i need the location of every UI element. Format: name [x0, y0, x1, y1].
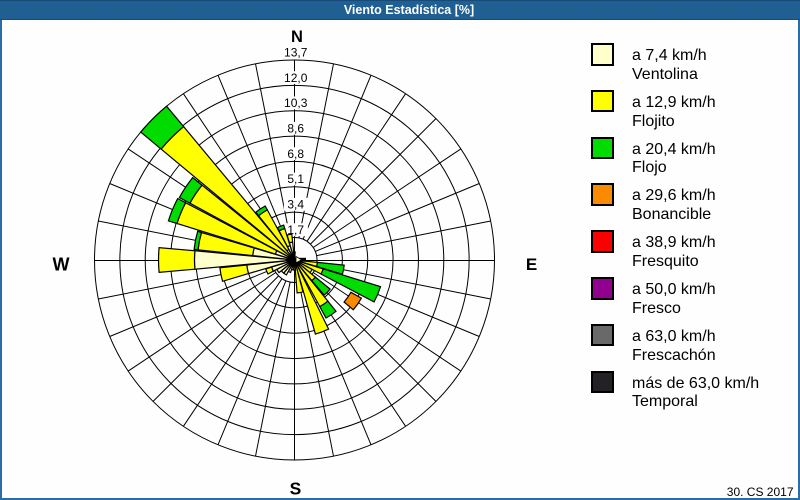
svg-text:6,8: 6,8: [287, 147, 304, 161]
svg-text:12,0: 12,0: [284, 71, 308, 85]
svg-text:5,1: 5,1: [287, 172, 304, 186]
svg-text:3,4: 3,4: [287, 198, 304, 212]
svg-text:E: E: [526, 255, 537, 274]
svg-text:1,7: 1,7: [287, 223, 304, 237]
svg-text:N: N: [291, 28, 303, 46]
svg-text:8,6: 8,6: [287, 122, 304, 136]
svg-text:W: W: [53, 255, 70, 275]
svg-text:13,7: 13,7: [284, 45, 308, 59]
svg-text:S: S: [290, 479, 302, 499]
svg-text:10,3: 10,3: [284, 96, 308, 110]
